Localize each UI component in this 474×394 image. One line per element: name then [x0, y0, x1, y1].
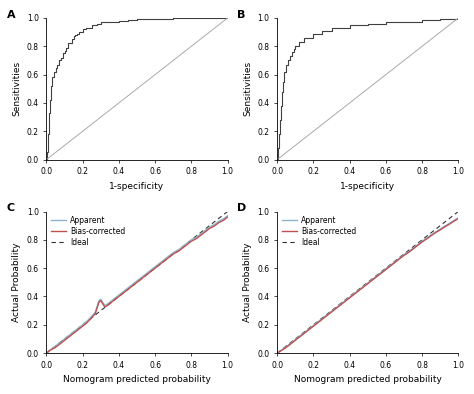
Text: A: A — [7, 9, 15, 19]
Text: C: C — [7, 203, 15, 213]
Text: B: B — [237, 9, 246, 19]
X-axis label: 1-specificity: 1-specificity — [109, 182, 164, 191]
X-axis label: Nomogram predicted probability: Nomogram predicted probability — [63, 375, 211, 384]
X-axis label: Nomogram predicted probability: Nomogram predicted probability — [294, 375, 442, 384]
Y-axis label: Sensitivities: Sensitivities — [12, 61, 21, 116]
Y-axis label: Sensitivities: Sensitivities — [243, 61, 252, 116]
Text: D: D — [237, 203, 246, 213]
X-axis label: 1-specificity: 1-specificity — [340, 182, 395, 191]
Y-axis label: Actual Probability: Actual Probability — [12, 243, 21, 322]
Legend: Apparent, Bias-corrected, Ideal: Apparent, Bias-corrected, Ideal — [50, 216, 126, 248]
Y-axis label: Actual Probability: Actual Probability — [243, 243, 252, 322]
Legend: Apparent, Bias-corrected, Ideal: Apparent, Bias-corrected, Ideal — [281, 216, 357, 248]
